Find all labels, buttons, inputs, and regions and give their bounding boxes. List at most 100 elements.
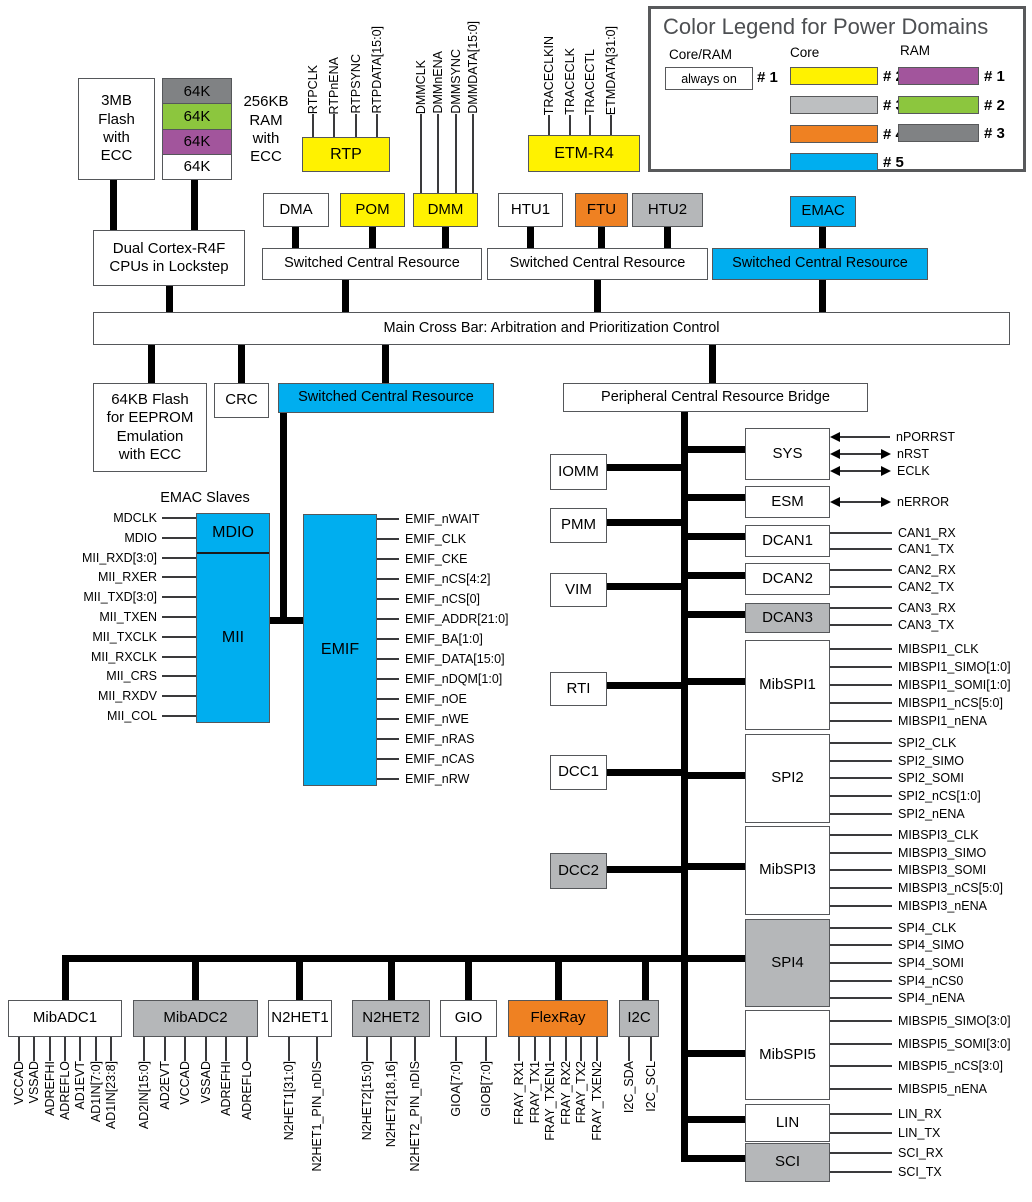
mibadc2-pin-labels: AD2IN[15:0] AD2EVT VCCAD VSSAD ADREFHI ADREFL… <box>137 1037 254 1197</box>
pin-line <box>94 1037 97 1061</box>
pin-label: TRACECLKIN <box>542 35 556 115</box>
pin-label: DMMnENA <box>431 51 446 114</box>
dcan1-block: DCAN1 <box>745 525 830 557</box>
pin-line <box>245 1037 248 1061</box>
bus-line <box>110 178 117 232</box>
sci-signals: SCI_RX SCI_TX <box>830 1143 1030 1182</box>
pin-label: MII_TXCLK <box>92 629 157 644</box>
bus-line <box>684 678 745 685</box>
pin-line <box>377 578 399 580</box>
pin: MII_RXER <box>40 570 196 584</box>
pin: I2C_SDA <box>622 1037 636 1197</box>
dcc2-block: DCC2 <box>550 853 607 889</box>
pin-line <box>518 1037 520 1061</box>
mibspi5-block: MibSPI5 <box>745 1010 830 1100</box>
pin-label: DMMDATA[15:0] <box>465 21 480 114</box>
pin-label: SPI2_SIMO <box>898 753 964 768</box>
pin-label: EMIF_nCS[0] <box>405 592 481 606</box>
pin-line <box>830 666 892 668</box>
pin-line <box>840 501 881 503</box>
pin-line <box>377 778 399 780</box>
pin: ECLK <box>830 464 1030 478</box>
pin-line <box>184 1037 187 1061</box>
emif-block: EMIF <box>303 514 377 786</box>
legend-swatch-ram-gray <box>898 124 979 142</box>
pin: RTPSYNC <box>349 0 363 137</box>
pin: EMIF_nOE <box>377 692 617 706</box>
pin: MIBSPI1_nENA <box>830 714 1030 728</box>
arrow-right-icon <box>881 497 891 507</box>
pin: SCI_RX <box>830 1146 1030 1160</box>
legend-swatch-core-yellow <box>790 67 878 85</box>
pin-line <box>840 452 881 455</box>
pin: MII_TXD[3:0] <box>40 590 196 604</box>
mibadc1-pin-labels: VCCAD VSSAD ADREFHI ADREFLO AD1EVT AD1IN[7:0]… <box>12 1037 118 1197</box>
pin: SPI2_nENA <box>830 807 1030 821</box>
emac-slaves-heading: EMAC Slaves <box>160 490 250 507</box>
iomm-block: IOMM <box>550 454 607 490</box>
spi4-signals: SPI4_CLK SPI4_SIMO SPI4_SOMI SPI4_nCS0 SPI4_… <box>830 919 1030 1007</box>
pin-label: MIBSPI1_SOMI[1:0] <box>898 678 1011 692</box>
pin: EMIF_nDQM[1:0] <box>377 672 617 686</box>
mii-pin-labels: MDCLK MDIO MII_RXD[3:0] MII_RXER MII_TXD[3:0… <box>40 511 196 723</box>
rtp-pin-labels: RTPCLK RTPnENA RTPSYNC RTPDATA[15:0] <box>306 0 384 137</box>
pin: EMIF_nWE <box>377 712 617 726</box>
pin-line <box>63 1037 66 1061</box>
bus-line <box>684 1116 745 1123</box>
pin-label: MIBSPI1_nCS[5:0] <box>898 696 1003 710</box>
flash-3mb-block: 3MB Flash with ECC <box>78 78 155 180</box>
pin-label: ADREFHI <box>42 1061 57 1116</box>
pin: CAN2_RX <box>830 563 1030 577</box>
pin-line <box>377 658 399 660</box>
pin-line <box>390 1037 392 1061</box>
pin: GIOA[7:0] <box>449 1037 463 1197</box>
pin-line <box>162 536 196 539</box>
bus-line <box>268 617 305 624</box>
pin-line <box>377 518 399 520</box>
pin: MIBSPI3_nCS[5:0] <box>830 881 1030 895</box>
pin-label: ECLK <box>897 464 930 479</box>
pin-line <box>830 1065 892 1068</box>
pin-line <box>377 538 399 540</box>
flexray-pin-labels: FRAY_RX1 FRAY_TX1 FRAY_TXEN1 FRAY_RX2 FRAY_T… <box>512 1037 604 1197</box>
pin: MIBSPI5_nCS[3:0] <box>830 1059 1030 1073</box>
esm-signals: nERROR <box>830 486 1030 518</box>
pin: SPI4_SIMO <box>830 938 1030 952</box>
pin: MIBSPI5_SIMO[3:0] <box>830 1014 1030 1028</box>
pin-label: MDCLK <box>113 511 157 525</box>
pin-label: SPI4_SIMO <box>898 938 964 953</box>
dmm-pin-labels: DMMCLK DMMnENA DMMSYNC DMMDATA[15:0] <box>414 0 480 193</box>
pin-line <box>377 758 399 760</box>
pin-line <box>830 795 892 798</box>
pin: SPI4_SOMI <box>830 956 1030 970</box>
htu2-block: HTU2 <box>632 193 703 227</box>
pin: MII_COL <box>40 709 196 723</box>
pin: DMMDATA[15:0] <box>466 0 480 193</box>
pin: CAN1_RX <box>830 526 1030 540</box>
emac-slaves-block: MDIO MII <box>196 513 270 723</box>
pin-line <box>143 1037 145 1061</box>
pin-line <box>79 1037 82 1061</box>
ram-cell-64k: 64K <box>162 78 232 105</box>
legend-swatch-ram-green <box>898 96 979 114</box>
pin: MII_RXD[3:0] <box>40 551 196 565</box>
bus-line <box>605 682 685 689</box>
pin: TRACECTL <box>583 0 597 135</box>
arrow-left-icon <box>830 466 840 477</box>
pin: EMIF_nCAS <box>377 752 617 766</box>
pin: ADREFLO <box>240 1037 254 1197</box>
dcan3-block: DCAN3 <box>745 603 830 633</box>
pin-label: MII_TXD[3:0] <box>83 590 157 605</box>
pin-line <box>377 618 399 620</box>
bus-line <box>819 225 826 250</box>
pin-label: EMIF_ADDR[21:0] <box>405 612 509 626</box>
switched-central-resource-4: Switched Central Resource <box>278 383 494 413</box>
gio-pin-labels: GIOA[7:0] GIOB[7:0] <box>449 1037 493 1197</box>
pin-label: MIBSPI3_SIMO <box>898 845 987 860</box>
pin-label: CAN1_TX <box>898 542 955 556</box>
pin: SPI2_nCS[1:0] <box>830 789 1030 803</box>
legend-num: # 3 <box>984 125 1005 142</box>
pin-line <box>162 675 196 678</box>
pin-line <box>650 1037 652 1061</box>
